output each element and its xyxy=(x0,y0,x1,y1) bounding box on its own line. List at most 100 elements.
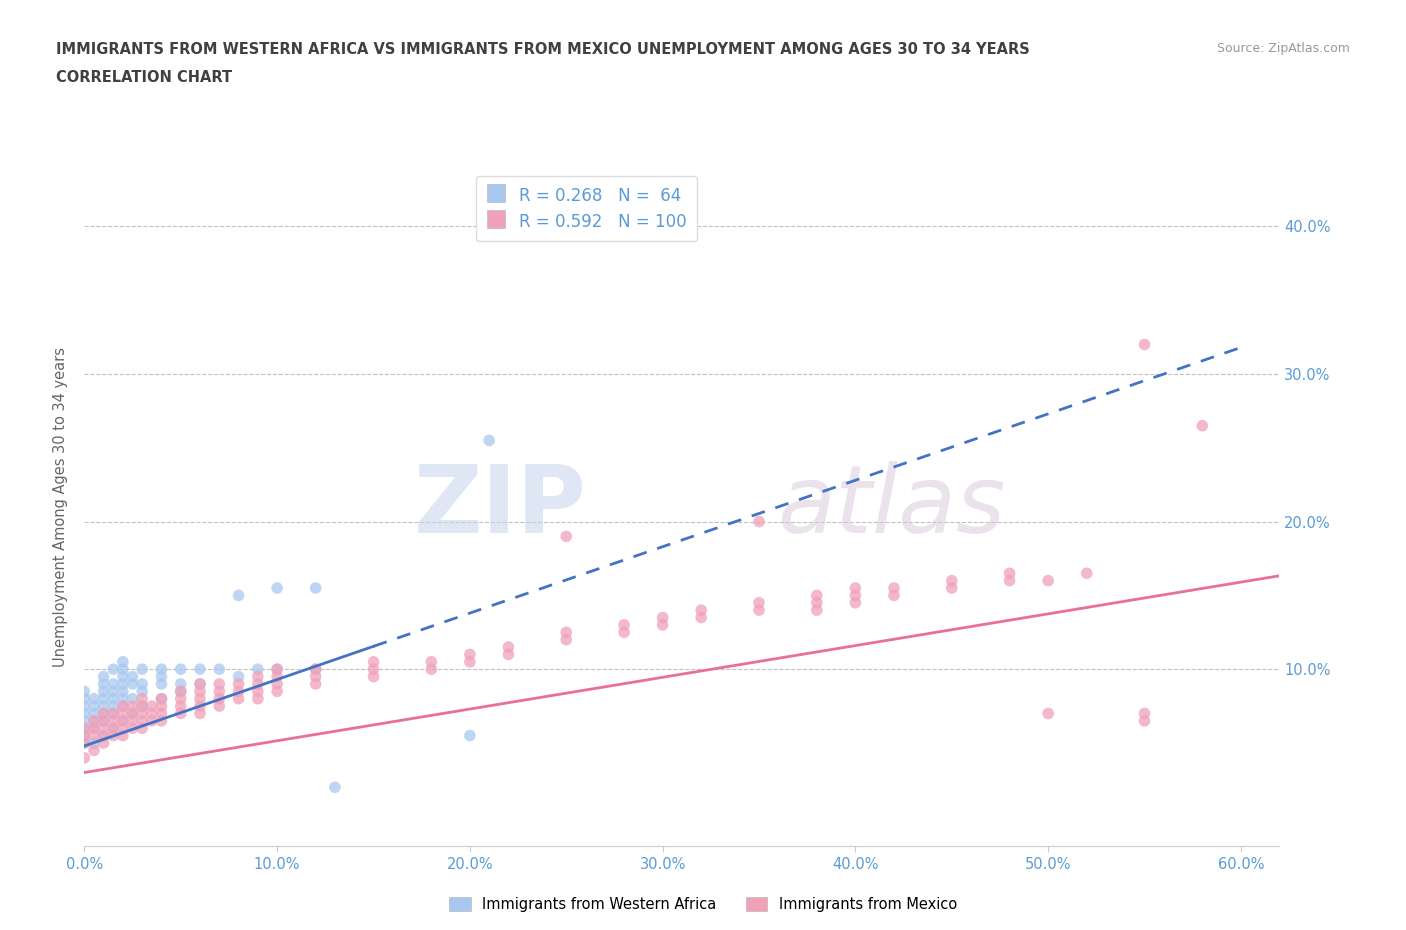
Point xyxy=(131,698,153,713)
Point xyxy=(1076,565,1098,580)
Point xyxy=(748,514,770,529)
Point xyxy=(941,580,963,595)
Text: Source: ZipAtlas.com: Source: ZipAtlas.com xyxy=(1216,42,1350,55)
Point xyxy=(141,706,163,721)
Point xyxy=(806,603,828,618)
Point xyxy=(73,728,96,743)
Legend: R = 0.268   N =  64, R = 0.592   N = 100: R = 0.268 N = 64, R = 0.592 N = 100 xyxy=(475,176,697,241)
Point xyxy=(93,736,115,751)
Point xyxy=(103,706,125,721)
Point xyxy=(188,698,211,713)
Point xyxy=(73,721,96,736)
Point xyxy=(170,706,193,721)
Point xyxy=(93,728,115,743)
Point xyxy=(228,676,250,691)
Point xyxy=(266,580,288,595)
Point xyxy=(228,684,250,698)
Point xyxy=(170,684,193,698)
Point xyxy=(1133,713,1156,728)
Point xyxy=(93,691,115,706)
Point xyxy=(613,618,636,632)
Point xyxy=(420,655,443,670)
Point xyxy=(111,728,134,743)
Point xyxy=(1036,573,1059,588)
Point xyxy=(121,670,143,684)
Point xyxy=(73,728,96,743)
Point xyxy=(998,573,1021,588)
Point xyxy=(420,662,443,677)
Point xyxy=(266,662,288,677)
Point xyxy=(111,684,134,698)
Point xyxy=(131,684,153,698)
Point xyxy=(555,529,578,544)
Point xyxy=(83,706,105,721)
Point xyxy=(111,713,134,728)
Point xyxy=(690,603,713,618)
Point xyxy=(844,588,866,603)
Point xyxy=(305,580,328,595)
Point xyxy=(111,670,134,684)
Point xyxy=(208,684,231,698)
Point xyxy=(73,713,96,728)
Point xyxy=(103,713,125,728)
Point xyxy=(103,684,125,698)
Point xyxy=(208,676,231,691)
Point xyxy=(131,676,153,691)
Text: atlas: atlas xyxy=(778,461,1005,552)
Point xyxy=(305,670,328,684)
Point xyxy=(228,691,250,706)
Point xyxy=(73,691,96,706)
Point xyxy=(266,676,288,691)
Point xyxy=(83,698,105,713)
Point xyxy=(170,698,193,713)
Point xyxy=(458,728,481,743)
Point xyxy=(246,684,269,698)
Point xyxy=(150,670,173,684)
Point xyxy=(150,706,173,721)
Point xyxy=(498,640,520,655)
Point xyxy=(941,573,963,588)
Point xyxy=(93,670,115,684)
Point xyxy=(103,706,125,721)
Point xyxy=(83,713,105,728)
Point xyxy=(883,580,905,595)
Point xyxy=(93,698,115,713)
Point xyxy=(73,698,96,713)
Point xyxy=(103,728,125,743)
Point xyxy=(131,662,153,677)
Point xyxy=(93,676,115,691)
Point xyxy=(883,588,905,603)
Point xyxy=(555,625,578,640)
Point xyxy=(83,691,105,706)
Point xyxy=(73,736,96,751)
Point xyxy=(93,706,115,721)
Point xyxy=(363,670,385,684)
Point xyxy=(150,662,173,677)
Point xyxy=(141,698,163,713)
Point xyxy=(111,713,134,728)
Point xyxy=(83,728,105,743)
Point xyxy=(150,676,173,691)
Point xyxy=(266,662,288,677)
Point xyxy=(83,713,105,728)
Point xyxy=(305,676,328,691)
Legend: Immigrants from Western Africa, Immigrants from Mexico: Immigrants from Western Africa, Immigran… xyxy=(443,891,963,918)
Point xyxy=(121,721,143,736)
Text: CORRELATION CHART: CORRELATION CHART xyxy=(56,70,232,85)
Point xyxy=(121,698,143,713)
Point xyxy=(93,713,115,728)
Point xyxy=(170,676,193,691)
Point xyxy=(458,647,481,662)
Point xyxy=(111,706,134,721)
Point xyxy=(150,691,173,706)
Point xyxy=(103,721,125,736)
Point xyxy=(228,588,250,603)
Point xyxy=(111,676,134,691)
Point xyxy=(73,684,96,698)
Point xyxy=(93,721,115,736)
Point xyxy=(103,721,125,736)
Point xyxy=(111,721,134,736)
Point xyxy=(170,684,193,698)
Point xyxy=(111,698,134,713)
Point xyxy=(266,684,288,698)
